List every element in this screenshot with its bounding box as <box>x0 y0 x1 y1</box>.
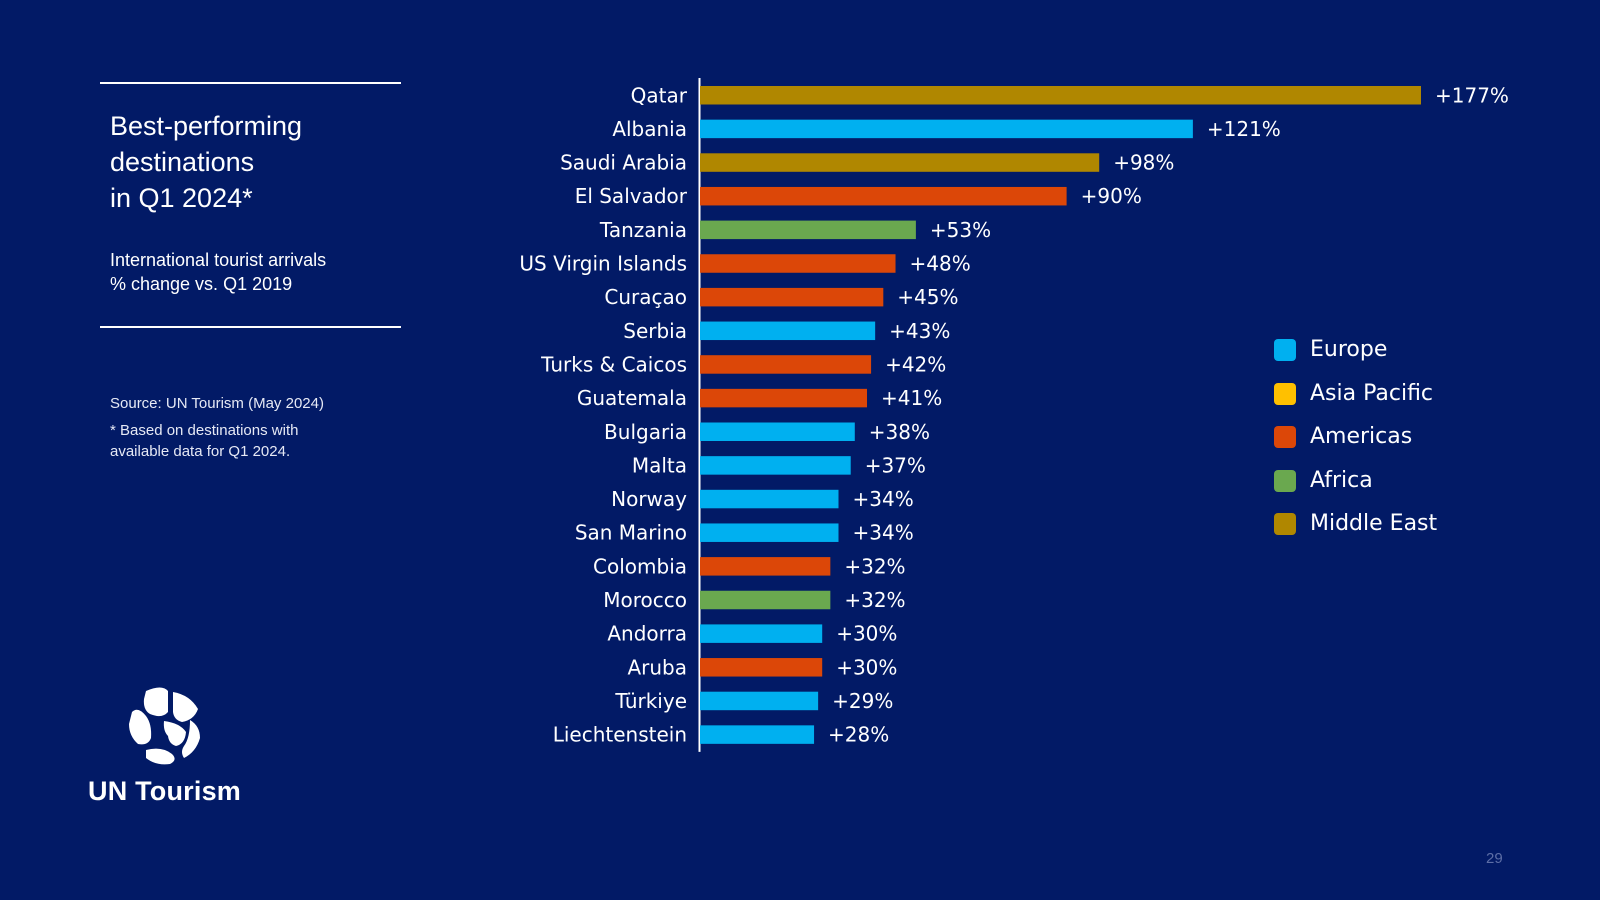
legend-swatch <box>1274 426 1296 448</box>
value-label: +90% <box>1081 184 1142 208</box>
bar-malta <box>700 456 851 475</box>
bar-qatar <box>700 86 1421 105</box>
slide-subtitle-line: International tourist arrivals <box>110 250 327 270</box>
value-label: +28% <box>828 723 889 747</box>
globe-logo-icon <box>129 687 200 765</box>
value-label: +177% <box>1435 83 1509 107</box>
category-label: San Marino <box>575 521 687 545</box>
category-label: Serbia <box>623 319 687 343</box>
slide-title-line: Best-performing <box>110 111 303 141</box>
bar-bulgaria <box>700 422 855 441</box>
category-label: El Salvador <box>575 184 688 208</box>
slide-title: Best-performing destinations in Q1 2024* <box>110 108 400 216</box>
category-label: Qatar <box>631 83 688 107</box>
bar-morocco <box>700 590 831 610</box>
legend-label: Middle East <box>1310 511 1438 536</box>
value-label: +30% <box>836 655 897 679</box>
category-label: Türkiye <box>614 689 687 713</box>
category-label: Norway <box>611 487 687 511</box>
bar-andorra <box>700 624 823 643</box>
legend-swatch <box>1274 382 1296 405</box>
top-divider <box>100 82 401 84</box>
bar-san-marino <box>700 523 839 542</box>
value-label: +45% <box>897 285 958 309</box>
value-label: +30% <box>836 622 897 646</box>
value-label: +38% <box>869 420 930 444</box>
category-label: Guatemala <box>577 386 687 410</box>
value-label: +34% <box>852 521 913 545</box>
footnote: * Based on destinations with available d… <box>110 420 370 462</box>
category-label: Andorra <box>607 622 687 646</box>
bar-liechtenstein <box>700 725 815 744</box>
value-label: +43% <box>889 319 950 343</box>
bar-colombia <box>700 557 831 576</box>
value-label: +53% <box>930 218 991 242</box>
bar-serbia <box>700 321 876 341</box>
value-label: +48% <box>910 252 971 276</box>
category-label: Malta <box>632 453 687 477</box>
legend-label: Asia Pacific <box>1310 380 1434 406</box>
legend-label: Americas <box>1310 424 1413 449</box>
category-label: Tanzania <box>599 218 687 242</box>
bar-guatemala <box>700 388 868 408</box>
slide-title-line: in Q1 2024* <box>110 183 253 213</box>
bar-cura-ao <box>700 287 884 307</box>
bar-t-rkiye <box>700 691 819 711</box>
source-note: Source: UN Tourism (May 2024) <box>110 395 324 412</box>
page-number: 29 <box>1486 850 1503 867</box>
category-label: Colombia <box>593 554 687 578</box>
category-label: Bulgaria <box>604 420 687 444</box>
value-label: +121% <box>1207 117 1281 141</box>
legend-label: Europe <box>1310 337 1388 362</box>
category-label: Liechtenstein <box>553 723 687 747</box>
category-label: Turks & Caicos <box>540 352 687 376</box>
category-label: Aruba <box>627 655 687 679</box>
bar-saudi-arabia <box>700 153 1100 172</box>
value-label: +34% <box>852 487 913 511</box>
logo-wordmark: UN Tourism <box>88 776 242 806</box>
bar-us-virgin-islands <box>700 254 896 273</box>
value-label: +32% <box>844 554 905 578</box>
legend-swatch <box>1274 339 1296 361</box>
value-label: +37% <box>865 453 926 477</box>
bottom-divider <box>100 326 401 328</box>
value-label: +42% <box>885 352 946 376</box>
legend-swatch <box>1274 513 1296 535</box>
slide-title-line: destinations <box>110 147 255 177</box>
footnote-line: available data for Q1 2024. <box>110 443 291 460</box>
bar-tanzania <box>700 220 916 240</box>
category-label: Morocco <box>603 588 687 612</box>
value-label: +41% <box>881 386 942 410</box>
category-label: Saudi Arabia <box>560 151 687 175</box>
slide-subtitle: International tourist arrivals % change … <box>110 248 400 296</box>
bar-norway <box>700 489 839 509</box>
category-label: Albania <box>612 117 687 141</box>
category-label: Curaçao <box>604 285 687 309</box>
value-label: +32% <box>844 588 905 612</box>
slide-subtitle-line: % change vs. Q1 2019 <box>110 274 293 294</box>
category-label: US Virgin Islands <box>519 252 687 276</box>
legend-label: Africa <box>1310 467 1373 493</box>
value-label: +98% <box>1113 151 1174 175</box>
un-tourism-logo: UN Tourism <box>86 682 256 812</box>
footnote-line: * Based on destinations with <box>110 422 299 439</box>
bar-albania <box>700 119 1193 139</box>
bar-el-salvador <box>700 186 1067 206</box>
value-label: +29% <box>832 689 893 713</box>
legend-swatch <box>1274 469 1296 492</box>
bar-turks-caicos <box>700 355 872 374</box>
bar-aruba <box>700 658 823 677</box>
